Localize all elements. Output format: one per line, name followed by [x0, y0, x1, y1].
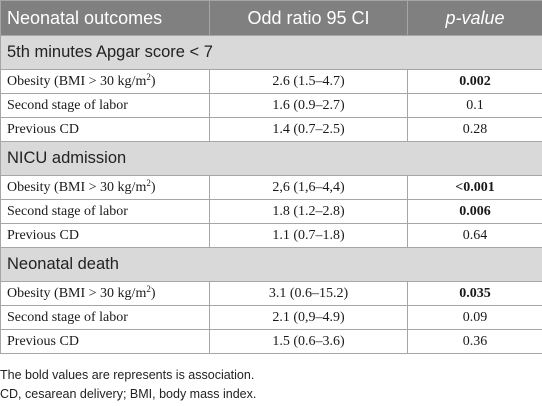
- p-value: 0.09: [407, 305, 542, 330]
- header-p-value: p-value: [407, 0, 542, 36]
- section-title: NICU admission: [0, 141, 542, 176]
- row-label-end: ): [150, 285, 156, 301]
- table-body: 5th minutes Apgar score < 7 Obesity (BMI …: [0, 35, 542, 354]
- note-abbreviations: CD, cesarean delivery; BMI, body mass in…: [0, 387, 257, 401]
- header-p-value-text: p-value: [445, 7, 505, 28]
- row-label: Previous CD: [0, 329, 210, 354]
- p-value: 0.1: [407, 93, 542, 118]
- odd-ratio-value: 1.6 (0.9–2.7): [209, 93, 408, 118]
- p-value: 0.006: [407, 199, 542, 224]
- odd-ratio-value: 2.6 (1.5–4.7): [209, 69, 408, 94]
- odd-ratio-value: 1.4 (0.7–2.5): [209, 117, 408, 142]
- row-label-superscript: 2: [146, 177, 151, 188]
- row-label-text: Previous CD: [7, 121, 79, 137]
- odd-ratio-value: 2.1 (0,9–4.9): [209, 305, 408, 330]
- row-label: Obesity (BMI > 30 kg/m2): [0, 175, 210, 200]
- header-neonatal-outcomes: Neonatal outcomes: [0, 0, 210, 36]
- row-label-text: Second stage of labor: [7, 203, 128, 219]
- p-value: 0.035: [407, 281, 542, 306]
- row-label-superscript: 2: [146, 71, 151, 82]
- row-label-end: ): [150, 179, 156, 195]
- row-label: Obesity (BMI > 30 kg/m2): [0, 69, 210, 94]
- row-label-text: Second stage of labor: [7, 309, 128, 325]
- odd-ratio-value: 3.1 (0.6–15.2): [209, 281, 408, 306]
- odd-ratio-value: 1.8 (1.2–2.8): [209, 199, 408, 224]
- row-label-text: Obesity (BMI > 30 kg/m: [7, 179, 147, 195]
- section-title: Neonatal death: [0, 247, 542, 282]
- odd-ratio-value: 2,6 (1,6–4,4): [209, 175, 408, 200]
- section-row: NICU admission: [0, 141, 542, 176]
- odd-ratio-value: 1.5 (0.6–3.6): [209, 329, 408, 354]
- table-row: Previous CD 1.5 (0.6–3.6) 0.36: [0, 329, 542, 354]
- p-value: 0.36: [407, 329, 542, 354]
- row-label: Previous CD: [0, 223, 210, 248]
- row-label: Obesity (BMI > 30 kg/m2): [0, 281, 210, 306]
- row-label-text: Previous CD: [7, 333, 79, 349]
- row-label-end: ): [150, 73, 156, 89]
- table-row: Second stage of labor 1.8 (1.2–2.8) 0.006: [0, 199, 542, 224]
- row-label: Second stage of labor: [0, 199, 210, 224]
- table-row: Second stage of labor 1.6 (0.9–2.7) 0.1: [0, 93, 542, 118]
- row-label-text: Second stage of labor: [7, 97, 128, 113]
- table-row: Obesity (BMI > 30 kg/m2) 2,6 (1,6–4,4) <0.…: [0, 175, 542, 200]
- table-row: Second stage of labor 2.1 (0,9–4.9) 0.09: [0, 305, 542, 330]
- table-row: Obesity (BMI > 30 kg/m2) 3.1 (0.6–15.2) 0.…: [0, 281, 542, 306]
- row-label: Second stage of labor: [0, 305, 210, 330]
- note-bold-values: The bold values are represents is associ…: [0, 368, 255, 382]
- section-row: Neonatal death: [0, 247, 542, 282]
- section-row: 5th minutes Apgar score < 7: [0, 35, 542, 70]
- row-label-text: Previous CD: [7, 227, 79, 243]
- p-value: 0.28: [407, 117, 542, 142]
- p-value: 0.64: [407, 223, 542, 248]
- table-header-row: Neonatal outcomes Odd ratio 95 CI p-valu…: [0, 0, 542, 36]
- table-row: Previous CD 1.1 (0.7–1.8) 0.64: [0, 223, 542, 248]
- header-odd-ratio: Odd ratio 95 CI: [209, 0, 408, 36]
- row-label: Second stage of labor: [0, 93, 210, 118]
- row-label-text: Obesity (BMI > 30 kg/m: [7, 285, 147, 301]
- table-row: Previous CD 1.4 (0.7–2.5) 0.28: [0, 117, 542, 142]
- table-notes: The bold values are represents is associ…: [0, 366, 256, 404]
- row-label-superscript: 2: [146, 283, 151, 294]
- neonatal-outcomes-table: Neonatal outcomes Odd ratio 95 CI p-valu…: [0, 0, 542, 354]
- row-label-text: Obesity (BMI > 30 kg/m: [7, 73, 147, 89]
- p-value: <0.001: [407, 175, 542, 200]
- p-value: 0.002: [407, 69, 542, 94]
- table-row: Obesity (BMI > 30 kg/m2) 2.6 (1.5–4.7) 0.0…: [0, 69, 542, 94]
- section-title: 5th minutes Apgar score < 7: [0, 35, 542, 70]
- row-label: Previous CD: [0, 117, 210, 142]
- odd-ratio-value: 1.1 (0.7–1.8): [209, 223, 408, 248]
